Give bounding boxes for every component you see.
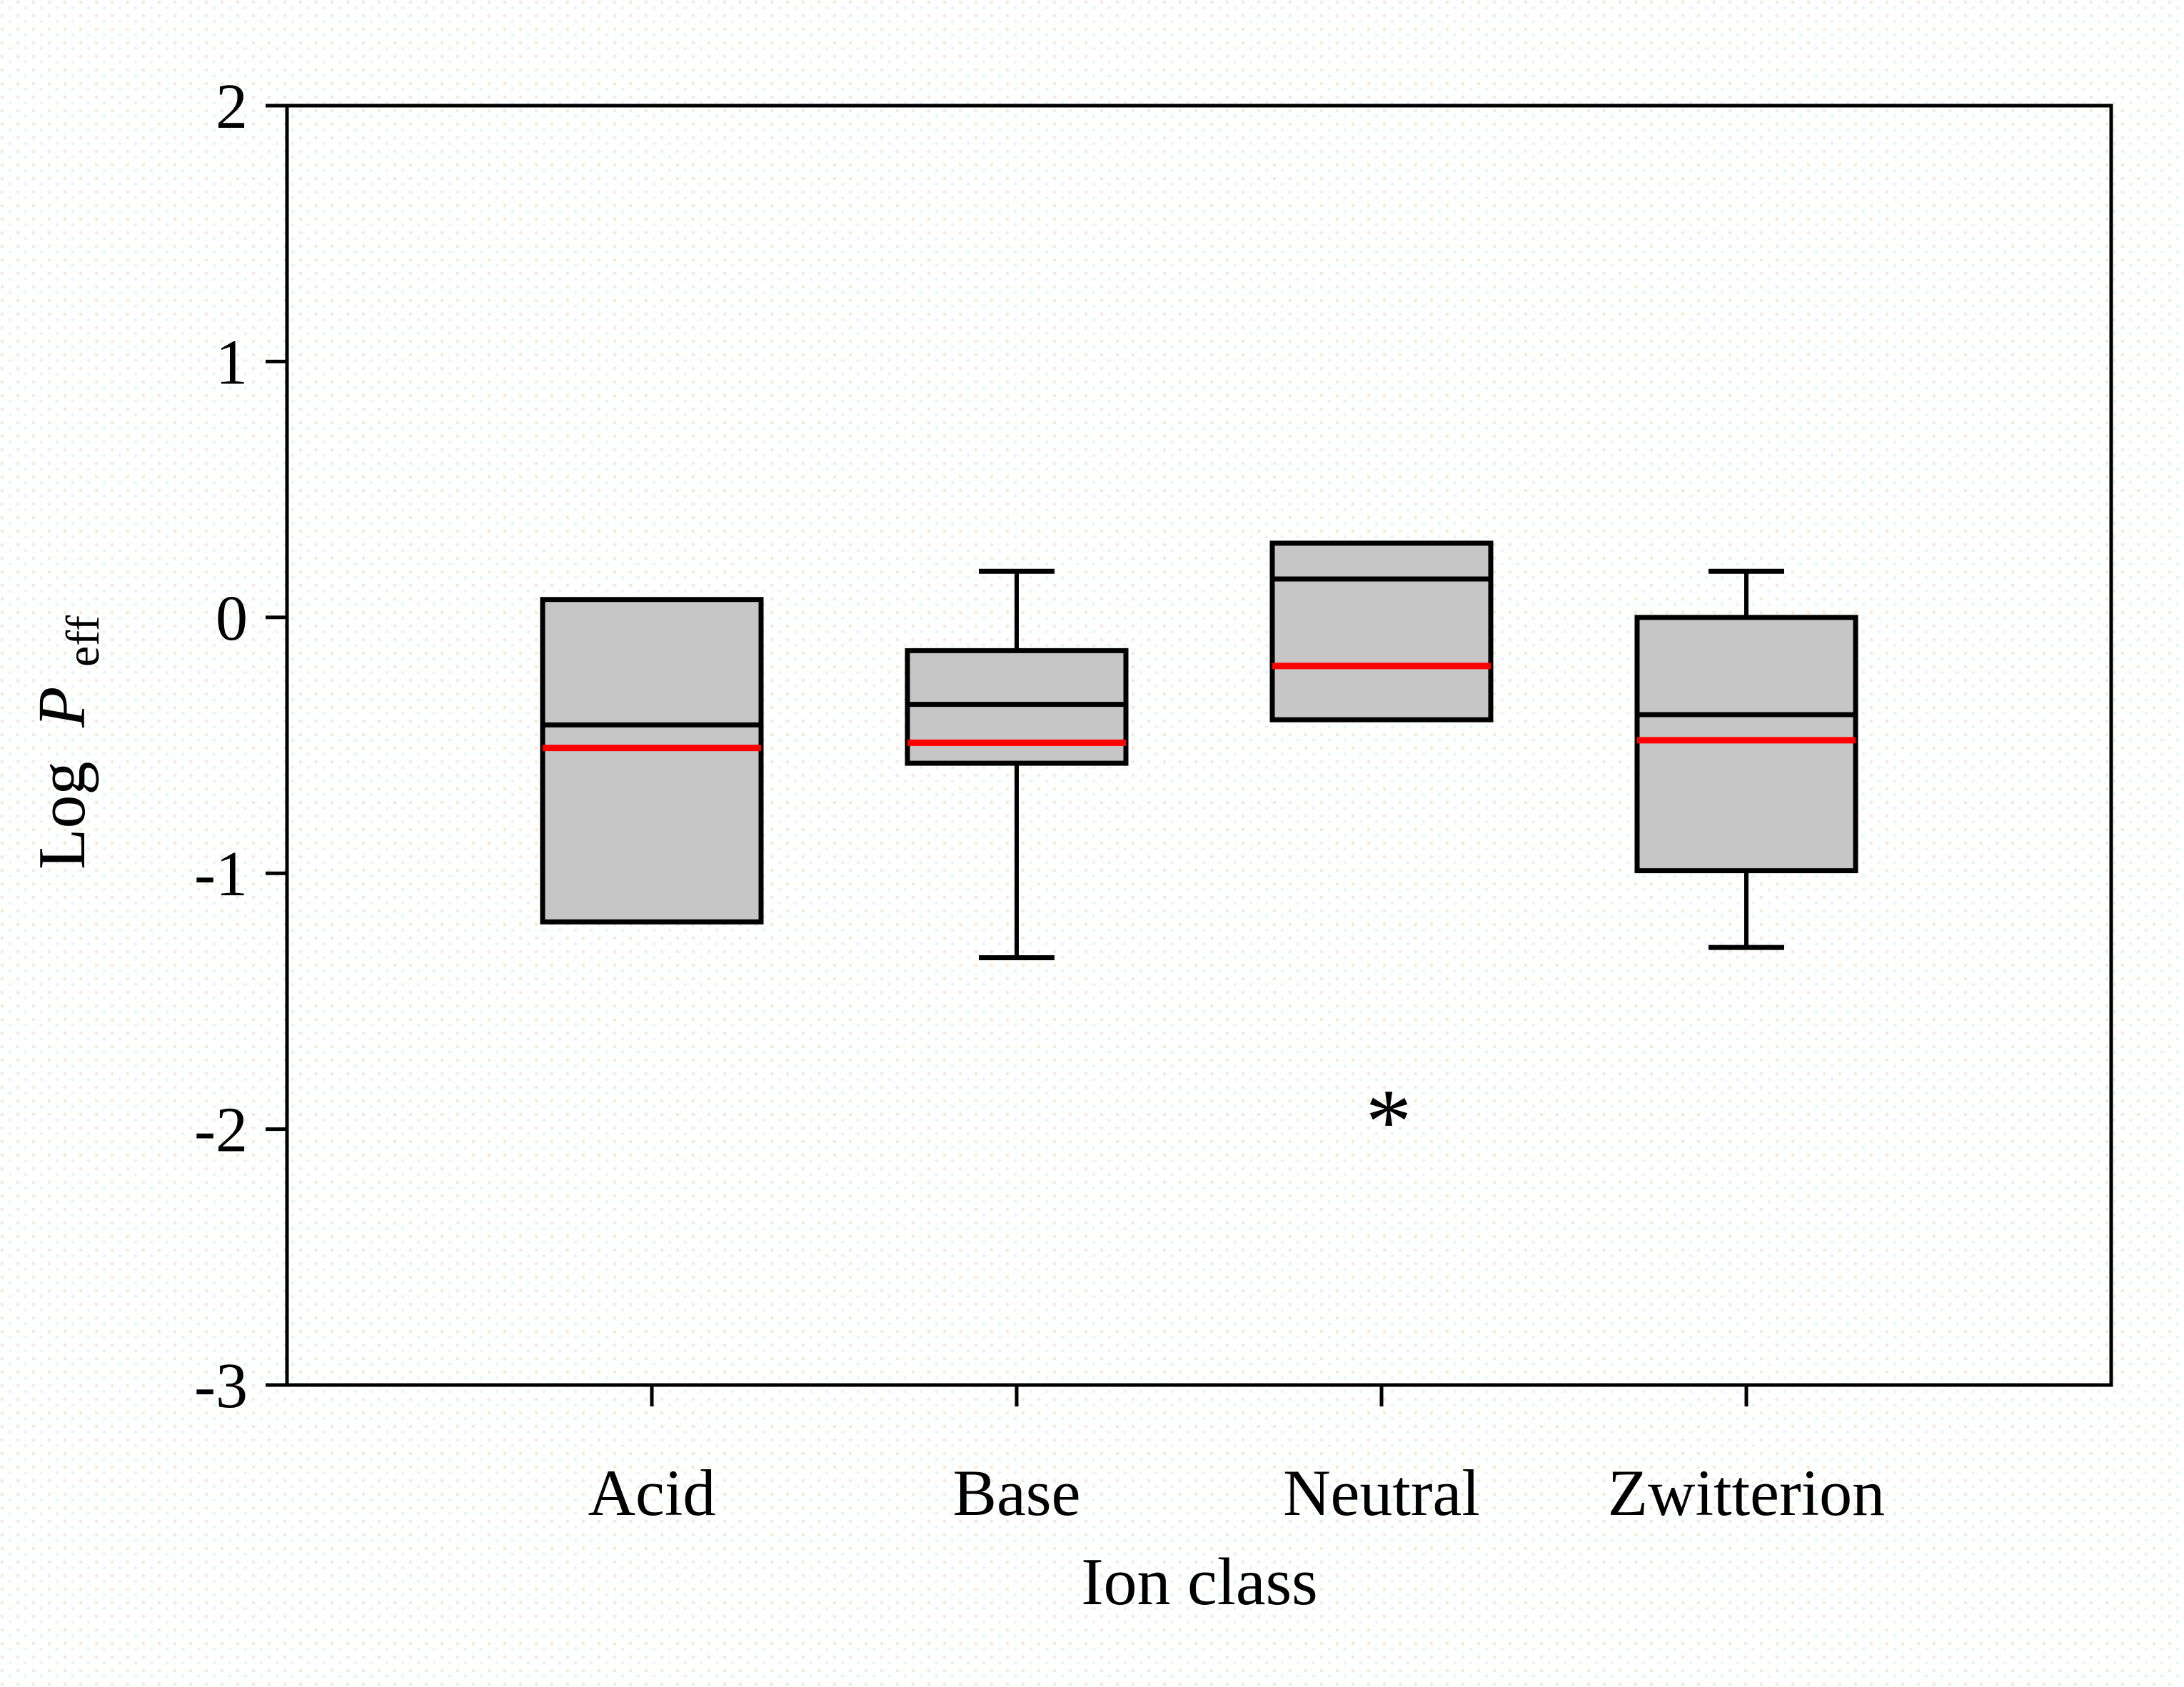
x-tick-label: Base (953, 1456, 1081, 1529)
y-axis-title: Log P eff (25, 615, 109, 870)
plot-content: 2 1 0 -1 -2 -3 Acid Base Neutral Zwitterion * (194, 71, 1885, 1529)
y-axis-title-symbol: P (25, 687, 99, 728)
y-tick-label: 0 (216, 583, 248, 654)
y-tick-label: 1 (216, 327, 248, 398)
x-tick-label: Zwitterion (1608, 1456, 1885, 1529)
y-tick-label: 2 (216, 71, 248, 142)
y-tick-label: -2 (194, 1095, 248, 1166)
x-axis-title: Ion class (1081, 1545, 1318, 1619)
x-tick-label: Neutral (1283, 1456, 1480, 1529)
box-rect (1634, 615, 1858, 874)
box-group-neutral: * (1269, 540, 1494, 1173)
box-rect (540, 597, 764, 925)
x-tick-label: Acid (588, 1456, 716, 1529)
y-axis-title-subscript: eff (57, 615, 109, 667)
y-axis-title-prefix: Log (25, 762, 99, 870)
box-rect (1269, 540, 1494, 722)
outlier-asterisk: * (1366, 1070, 1412, 1173)
box-group-zwitterion (1634, 568, 1858, 950)
box-group-base (905, 568, 1129, 960)
plot-frame (285, 104, 2113, 1387)
box-group-acid (540, 597, 764, 925)
box-rect (905, 648, 1129, 766)
y-tick-label: -3 (194, 1351, 248, 1421)
y-tick-label: -1 (194, 839, 248, 910)
